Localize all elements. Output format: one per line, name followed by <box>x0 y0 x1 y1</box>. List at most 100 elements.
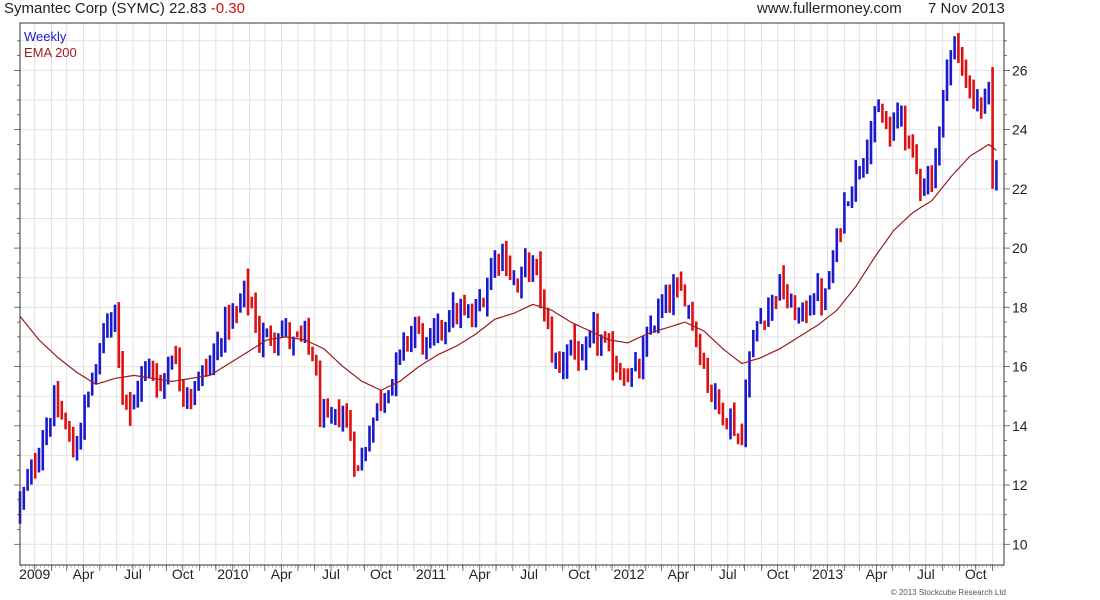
x-tick-label: Oct <box>370 566 392 582</box>
candle-up <box>106 313 109 338</box>
candle-up <box>983 88 987 114</box>
candle-up <box>949 50 953 86</box>
candle-up <box>113 304 117 332</box>
last-price: 22.83 <box>169 0 207 17</box>
candle-up <box>37 447 41 473</box>
candle-up <box>892 112 896 141</box>
candle-up <box>869 121 873 165</box>
candle-up <box>360 447 364 471</box>
candle-down <box>919 168 922 201</box>
candle-down <box>611 331 614 381</box>
candle-up <box>850 186 854 208</box>
candle-down <box>740 423 744 446</box>
candle-up <box>451 292 455 328</box>
x-tick-label: Apr <box>469 566 491 582</box>
candle-up <box>854 160 858 202</box>
candle-up <box>687 304 690 319</box>
website-link[interactable]: www.fullermoney.com <box>757 0 902 17</box>
candle-down <box>626 368 630 383</box>
candle-up <box>280 320 284 337</box>
candle-up <box>486 277 489 317</box>
candle-up <box>394 352 398 397</box>
y-tick-label: 14 <box>1012 418 1028 434</box>
candle-up <box>714 383 717 410</box>
candle-up <box>391 379 394 396</box>
candle-down <box>786 284 789 309</box>
candle-up <box>759 308 763 324</box>
candle-down <box>227 304 231 340</box>
candle-up <box>261 322 265 358</box>
x-tick-label: Jul <box>124 566 142 582</box>
candle-up <box>448 310 451 333</box>
plot-area <box>20 23 1004 565</box>
candle-up <box>938 126 941 166</box>
candle-up <box>444 321 447 345</box>
candle-up <box>858 166 861 180</box>
candle-down <box>957 33 960 63</box>
candle-up <box>489 257 493 290</box>
y-tick-label: 22 <box>1012 181 1028 197</box>
candle-down <box>159 374 162 392</box>
candle-up <box>303 320 307 343</box>
candle-up <box>292 336 295 356</box>
candle-down <box>258 315 261 353</box>
candle-up <box>835 228 839 263</box>
candle-up <box>808 295 812 316</box>
x-tick-label: Apr <box>73 566 95 582</box>
candle-down <box>482 297 485 308</box>
candle-down <box>311 346 314 362</box>
candle-up <box>30 459 33 485</box>
candle-down <box>125 394 128 410</box>
candle-down <box>505 240 508 277</box>
candle-up <box>812 293 816 315</box>
candle-down <box>698 333 702 366</box>
candle-down <box>968 75 972 99</box>
candle-down <box>702 352 706 369</box>
candle-down <box>543 289 546 322</box>
candle-up <box>193 381 197 406</box>
candle-down <box>676 277 679 298</box>
candle-up <box>109 312 113 338</box>
candle-up <box>634 352 637 372</box>
candle-down <box>619 362 622 380</box>
candle-up <box>223 306 227 353</box>
candle-up <box>220 338 223 357</box>
candle-down <box>782 265 785 300</box>
candle-up <box>664 284 668 313</box>
candle-up <box>645 326 649 357</box>
candle-down <box>558 351 561 373</box>
candle-up <box>334 409 337 425</box>
candle-up <box>877 99 880 113</box>
candle-down <box>577 341 580 371</box>
candle-up <box>322 398 326 428</box>
candle-down <box>254 292 257 333</box>
candle-up <box>649 315 652 335</box>
ticker-title: Symantec Corp (SYMC) <box>4 0 165 17</box>
candle-up <box>565 344 569 379</box>
candle-up <box>45 417 48 446</box>
candle-down <box>911 134 915 158</box>
candle-down <box>733 402 736 436</box>
x-tick-label: Jul <box>520 566 538 582</box>
candle-down <box>353 431 356 477</box>
candle-down <box>155 363 159 398</box>
candle-up <box>995 160 998 191</box>
candle-down <box>307 317 310 355</box>
candle-down <box>128 392 132 426</box>
candle-up <box>592 312 595 344</box>
x-tick-label: 2009 <box>19 566 50 582</box>
candle-up <box>425 337 428 360</box>
candle-up <box>94 364 98 385</box>
ema-200-line <box>19 143 997 391</box>
candle-down <box>888 116 892 147</box>
candle-down <box>991 67 994 189</box>
candle-up <box>87 391 90 408</box>
candle-up <box>49 418 52 437</box>
candle-down <box>326 398 329 418</box>
x-tick-label: 2013 <box>812 566 843 582</box>
candle-up <box>831 250 835 284</box>
candle-up <box>827 271 831 290</box>
candle-down <box>915 144 918 175</box>
candle-up <box>41 430 45 471</box>
